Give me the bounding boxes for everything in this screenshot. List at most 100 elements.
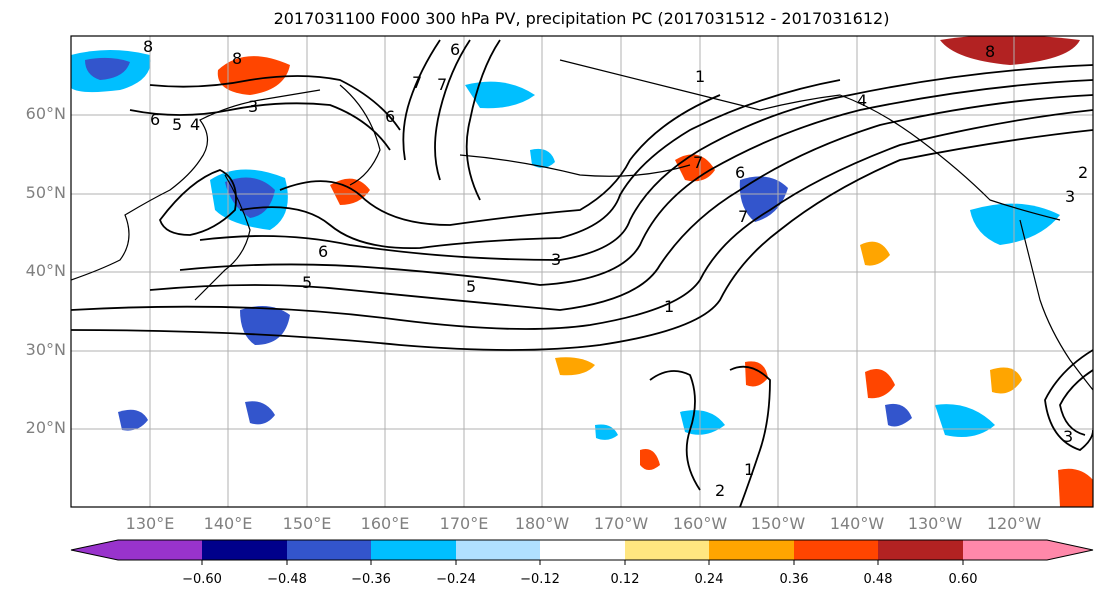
colorbar-swatch [963,540,1047,560]
contour-label: 6 [450,40,460,59]
coastlines [71,59,1093,391]
lon-label: 120°W [986,514,1042,533]
contour-label: 7 [437,75,447,94]
contour-label: 7 [738,207,748,226]
precip-negative-region [465,81,535,109]
japan-coastline [194,174,251,301]
colorbar-tick-label: 0.36 [779,572,809,587]
colorbar-tick-label: −0.36 [351,572,391,587]
colorbar-swatch [878,540,963,560]
colorbar-extend-low [71,540,118,560]
lon-label: 180°W [514,514,570,533]
precip-positive-region [640,449,660,470]
pv-contour [465,39,501,201]
colorbar-swatch [371,540,456,560]
pv-contour [649,370,701,491]
colorbar-swatch [625,540,709,560]
contour-label: 7 [412,73,422,92]
lon-label: 130°E [125,514,175,533]
contour-label: 1 [744,460,754,479]
map-title: 2017031100 F000 300 hPa PV, precipitatio… [273,9,890,28]
lat-label: 20°N [25,418,66,437]
colorbar-tick-label: 0.12 [610,572,640,587]
pv-contour [729,365,771,507]
contour-label: 1 [695,67,705,86]
pv-contour [1059,369,1093,436]
kamchatka-coastline [339,84,381,186]
pv-contour [149,94,1093,311]
colorbar-tick-label: 0.60 [948,572,978,587]
colorbar-tick-label: 0.24 [694,572,724,587]
precip-negative-region [595,424,618,440]
contour-label: 4 [190,115,200,134]
colorbar-tick-label: −0.24 [436,572,476,587]
precip-positive-region [555,357,595,376]
contour-label: 6 [385,107,395,126]
contour-label: 6 [150,110,160,129]
pv-contour [239,79,841,250]
contour-label: 6 [318,242,328,261]
precip-negative-core [85,57,130,80]
contour-labels: 8 8 3 6 5 4 7 6 7 6 6 5 5 3 7 1 6 7 4 3 … [143,37,1088,500]
contour-label: 5 [172,115,182,134]
precip-negative-region [118,409,148,431]
lat-label: 60°N [25,104,66,123]
contour-label: 3 [551,250,561,269]
precip-negative-region [245,401,275,425]
asia-coastline [71,89,321,281]
colorbar-swatch [709,540,794,560]
contour-label: 3 [1065,187,1075,206]
precip-positive-region [217,56,290,95]
precip-positive-region [1058,468,1093,507]
lon-label: 170°E [439,514,489,533]
contour-label: 6 [735,163,745,182]
pv-contour [279,94,721,226]
precip-negative-region [885,403,912,427]
pv-contour [179,79,1093,286]
lon-label: 160°W [672,514,728,533]
pv-contour [71,109,1093,330]
lon-label: 140°W [829,514,885,533]
colorbar-tick-label: −0.48 [267,572,307,587]
lat-label: 40°N [25,261,66,280]
contour-label: 2 [715,481,725,500]
pv-contour [434,39,471,181]
pv-contours [71,39,1093,507]
pv-contour [149,75,401,131]
pv-contour [199,64,1093,261]
map-frame [70,35,1094,508]
contour-label: 3 [1063,427,1073,446]
lon-label: 140°E [203,514,253,533]
north-america-coastline [1019,219,1093,391]
precip-positive-region [675,154,715,182]
pv-contour [402,39,441,161]
precip-positive-region [860,241,890,266]
colorbar-tick-label: 0.48 [863,572,893,587]
precip-positive-region [330,178,370,205]
colorbar-extend-high [1047,540,1093,560]
contour-label: 3 [248,97,258,116]
lat-label: 30°N [25,340,66,359]
precip-negative-region [739,176,788,222]
colorbar-swatch [118,540,202,560]
contour-label: 8 [143,37,153,56]
lon-label: 160°E [360,514,410,533]
colorbar-swatch [794,540,878,560]
colorbar-swatch [456,540,540,560]
contour-label: 8 [232,49,242,68]
lon-label: 130°W [907,514,963,533]
alaska-coastline [559,59,1061,221]
contour-label: 1 [664,297,674,316]
colorbar-tick-label: −0.60 [182,572,222,587]
colorbar [70,539,1094,565]
pv-contour [1044,349,1093,452]
contour-label: 8 [985,42,995,61]
lon-label: 150°W [750,514,806,533]
aleutian-coastline [459,154,691,177]
colorbar-tick-label: −0.12 [520,572,560,587]
lat-label: 50°N [25,183,66,202]
colorbar-outline [70,539,1094,561]
contour-label: 5 [302,273,312,292]
lon-label: 150°E [282,514,332,533]
